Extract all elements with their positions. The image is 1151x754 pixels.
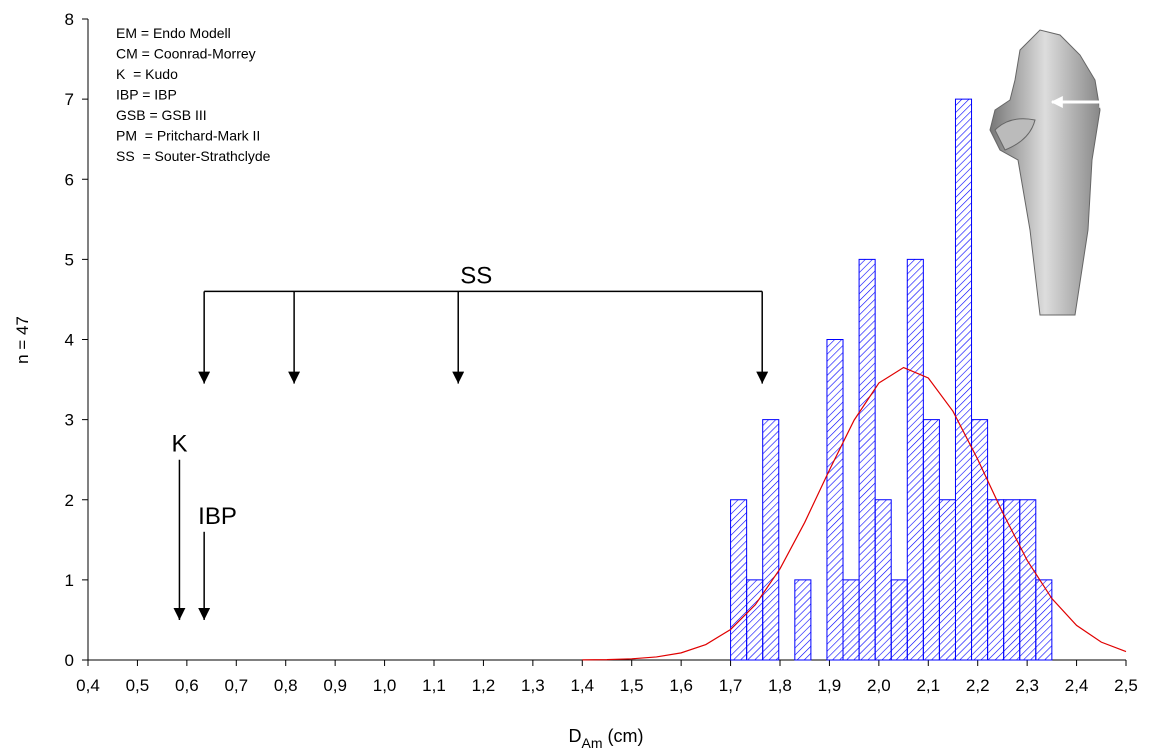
x-tick-label: 1,0	[373, 676, 397, 695]
x-label-rest: (cm)	[603, 726, 644, 746]
x-tick-label: 0,5	[126, 676, 150, 695]
legend-line: CM = Coonrad-Morrey	[116, 46, 256, 62]
ss-label: SS	[460, 262, 492, 289]
x-tick-label: 1,4	[570, 676, 594, 695]
bar	[794, 579, 812, 661]
x-tick-label: 1,6	[669, 676, 693, 695]
x-tick-label: 2,0	[867, 676, 891, 695]
marker-label: K	[171, 431, 187, 458]
bar	[1019, 499, 1037, 661]
y-tick-label: 2	[65, 491, 74, 510]
bar	[826, 339, 844, 661]
x-tick-label: 0,8	[274, 676, 298, 695]
x-tick-label: 0,6	[175, 676, 199, 695]
bar	[874, 499, 892, 661]
bone-illustration	[989, 29, 1112, 316]
fit-curve	[582, 366, 1127, 661]
bar	[938, 499, 956, 661]
x-label-main: D	[569, 726, 582, 746]
bar	[987, 499, 1005, 661]
x-tick-label: 0,4	[76, 676, 100, 695]
x-tick-label: 2,5	[1114, 676, 1138, 695]
bar	[954, 98, 973, 661]
bar	[922, 419, 940, 661]
legend-line: K = Kudo	[116, 66, 178, 82]
legend-line: GSB = GSB III	[116, 107, 207, 123]
legend-line: PM = Pritchard-Mark II	[116, 128, 260, 144]
x-tick-label: 2,2	[966, 676, 990, 695]
bar	[971, 419, 989, 661]
x-tick-label: 2,3	[1015, 676, 1039, 695]
x-tick-label: 1,7	[719, 676, 743, 695]
bar	[842, 579, 860, 661]
y-tick-label: 3	[65, 411, 74, 430]
bar	[1035, 579, 1053, 661]
x-tick-label: 1,5	[620, 676, 644, 695]
x-tick-label: 0,7	[224, 676, 248, 695]
legend-line: SS = Souter-Strathclyde	[116, 148, 271, 164]
y-tick-label: 7	[65, 90, 74, 109]
bar	[746, 579, 764, 661]
x-tick-label: 2,4	[1065, 676, 1089, 695]
x-label-sub: Am	[582, 735, 603, 751]
x-tick-label: 1,9	[818, 676, 842, 695]
bar	[890, 579, 908, 661]
legend-line: EM = Endo Modell	[116, 25, 231, 41]
bar	[1003, 499, 1021, 661]
x-axis-label: DAm (cm)	[569, 726, 644, 751]
bar	[858, 258, 876, 661]
y-tick-label: 6	[65, 170, 74, 189]
marker-label: IBP	[198, 503, 237, 530]
x-tick-label: 1,2	[472, 676, 496, 695]
y-tick-label: 4	[65, 331, 74, 350]
y-tick-label: 1	[65, 571, 74, 590]
x-tick-label: 2,1	[916, 676, 940, 695]
y-tick-label: 0	[65, 651, 74, 670]
x-tick-label: 1,8	[768, 676, 792, 695]
bar	[730, 499, 748, 661]
y-tick-label: 5	[65, 250, 74, 269]
y-tick-label: 8	[65, 10, 74, 29]
legend-line: IBP = IBP	[116, 87, 177, 103]
y-axis-label: n = 47	[13, 316, 32, 364]
x-tick-label: 1,3	[521, 676, 545, 695]
bar	[906, 258, 924, 661]
x-tick-label: 1,1	[422, 676, 446, 695]
bar	[762, 419, 780, 661]
x-tick-label: 0,9	[323, 676, 347, 695]
